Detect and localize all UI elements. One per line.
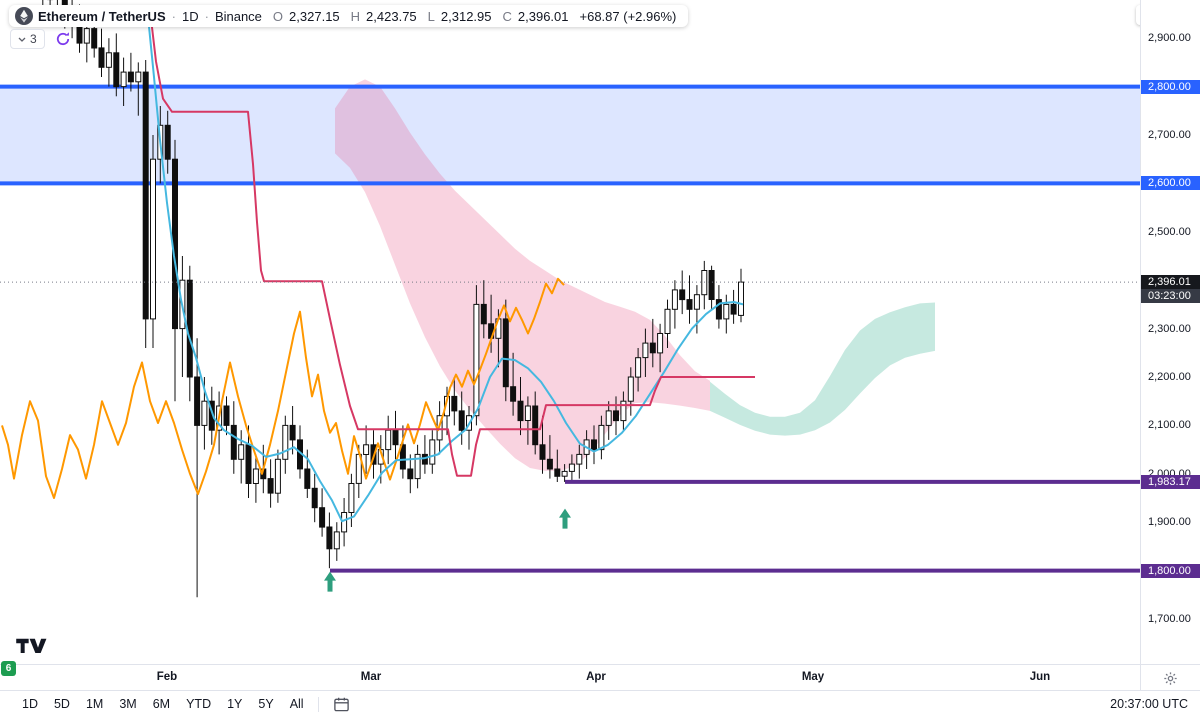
tradingview-logo[interactable] <box>16 637 52 653</box>
level-price-label: 1,800.00 <box>1141 563 1200 578</box>
open-label: O <box>272 8 284 24</box>
senkou-cloud-teal <box>710 302 935 436</box>
price-axis[interactable]: 2,900.00 2,700.00 2,500.00 2,300.00 2,200.00… <box>1140 0 1200 664</box>
close-label: C <box>502 8 512 24</box>
close-value: 2,396.01 <box>517 8 569 24</box>
range-button-3m[interactable]: 3M <box>119 697 137 711</box>
indicators-collapse-chip[interactable]: 3 <box>10 29 45 49</box>
range-button-ytd[interactable]: YTD <box>186 697 212 711</box>
blue-zone-fill <box>0 86 1140 184</box>
level-price-label: 2,600.00 <box>1141 176 1200 191</box>
ethereum-icon <box>15 7 33 25</box>
range-buttons: 1D 5D 1M 3M 6M YTD 1Y 5Y All <box>22 697 304 711</box>
notification-badge[interactable]: 6 <box>1 661 16 676</box>
price-tick-label: 2,200.00 <box>1148 371 1191 383</box>
arrow-up-marker[interactable] <box>324 571 336 592</box>
legend-row-2: 3 <box>10 29 71 49</box>
time-axis-label-apr: Apr <box>586 671 606 683</box>
kijun-sen <box>149 10 755 477</box>
settings-gear-icon[interactable] <box>1163 671 1178 686</box>
chart-svg[interactable] <box>0 0 1140 664</box>
symbol-legend[interactable]: Ethereum / TetherUS · 1D · Binance O 2,3… <box>9 5 689 27</box>
change-value: +68.87 (+2.96%) <box>579 8 677 24</box>
tenkan-sen <box>147 16 744 523</box>
level-price-label: 2,800.00 <box>1141 79 1200 94</box>
axis-settings-corner <box>1140 664 1200 691</box>
time-axis-label-mar: Mar <box>360 671 382 683</box>
high-value: 2,423.75 <box>366 8 417 24</box>
separator: · <box>204 8 209 24</box>
chevron-down-icon <box>18 37 26 42</box>
price-tick-label: 2,700.00 <box>1148 129 1191 141</box>
price-tick-label: 2,100.00 <box>1148 419 1191 432</box>
price-tick-label: 2,900.00 <box>1148 32 1191 45</box>
time-axis-label-jun: Jun <box>1029 671 1051 683</box>
range-button-5d[interactable]: 5D <box>53 697 70 711</box>
symbol-title: Ethereum / TetherUS <box>38 8 166 24</box>
toolbar-divider <box>317 696 319 712</box>
range-button-5y[interactable]: 5Y <box>258 697 274 711</box>
chart-canvas[interactable] <box>0 0 1140 664</box>
level-price-label: 1,983.17 <box>1141 474 1200 489</box>
low-label: L <box>427 8 435 24</box>
price-tick-label: 1,900.00 <box>1148 516 1191 529</box>
sync-refresh-icon[interactable] <box>55 31 71 47</box>
current-price-label: 2,396.01 <box>1141 275 1200 290</box>
price-tick-label: 1,700.00 <box>1148 613 1191 625</box>
low-value: 2,312.95 <box>440 8 492 24</box>
bottom-toolbar: 1D 5D 1M 3M 6M YTD 1Y 5Y All 20:37:00 UTC <box>0 690 1200 717</box>
arrow-up-marker[interactable] <box>559 508 571 529</box>
price-tick-label: 2,300.00 <box>1148 322 1191 335</box>
separator: · <box>171 8 176 24</box>
clock-utc[interactable]: 20:37:00 UTC <box>1110 697 1188 711</box>
chikou-span <box>1 277 565 499</box>
price-tick-label: 2,500.00 <box>1148 225 1191 238</box>
time-axis-label-feb: Feb <box>156 671 178 683</box>
time-axis[interactable]: Feb Mar Apr May Jun <box>0 664 1140 691</box>
indicators-count: 3 <box>30 32 37 46</box>
range-button-1m[interactable]: 1M <box>85 697 104 711</box>
range-button-6m[interactable]: 6M <box>152 697 171 711</box>
go-to-date-icon[interactable] <box>333 696 350 713</box>
interval-label[interactable]: 1D <box>181 8 199 24</box>
time-axis-label-may: May <box>801 671 825 683</box>
open-value: 2,327.15 <box>289 8 340 24</box>
range-button-1d[interactable]: 1D <box>22 697 38 711</box>
exchange-label: Binance <box>214 8 262 24</box>
senkou-cloud-pink <box>335 79 710 471</box>
bar-countdown-label: 03:23:00 <box>1141 289 1200 304</box>
range-button-1y[interactable]: 1Y <box>227 697 243 711</box>
high-label: H <box>350 8 361 24</box>
range-button-all[interactable]: All <box>289 697 304 711</box>
